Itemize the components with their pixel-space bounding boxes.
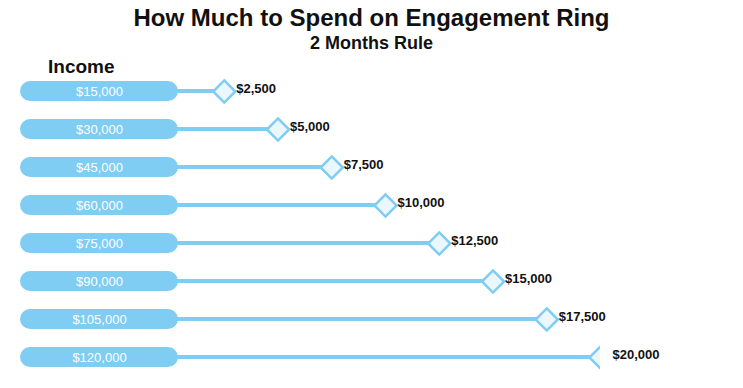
svg-text:$17,500: $17,500 — [559, 309, 606, 324]
svg-text:$90,000: $90,000 — [76, 274, 123, 289]
svg-text:$105,000: $105,000 — [72, 312, 126, 327]
svg-text:$15,000: $15,000 — [76, 84, 123, 99]
html-text:Income: Income — [48, 56, 115, 77]
svg-text:$60,000: $60,000 — [76, 198, 123, 213]
svg-text:$5,000: $5,000 — [290, 119, 330, 134]
svg-text:$75,000: $75,000 — [76, 236, 123, 251]
svg-text:$45,000: $45,000 — [76, 160, 123, 175]
svg-text:$7,500: $7,500 — [344, 157, 384, 172]
html-text:2 Months Rule: 2 Months Rule — [310, 33, 433, 53]
svg-text:$10,000: $10,000 — [398, 195, 445, 210]
svg-text:$12,500: $12,500 — [451, 233, 498, 248]
html-text:How Much to Spend on Engagemen: How Much to Spend on Engagement Ring — [133, 4, 610, 31]
svg-text:$15,000: $15,000 — [505, 271, 552, 286]
svg-text:$120,000: $120,000 — [72, 350, 126, 365]
svg-text:$30,000: $30,000 — [76, 122, 123, 137]
svg-text:$2,500: $2,500 — [236, 81, 276, 96]
svg-text:$20,000: $20,000 — [613, 347, 660, 362]
